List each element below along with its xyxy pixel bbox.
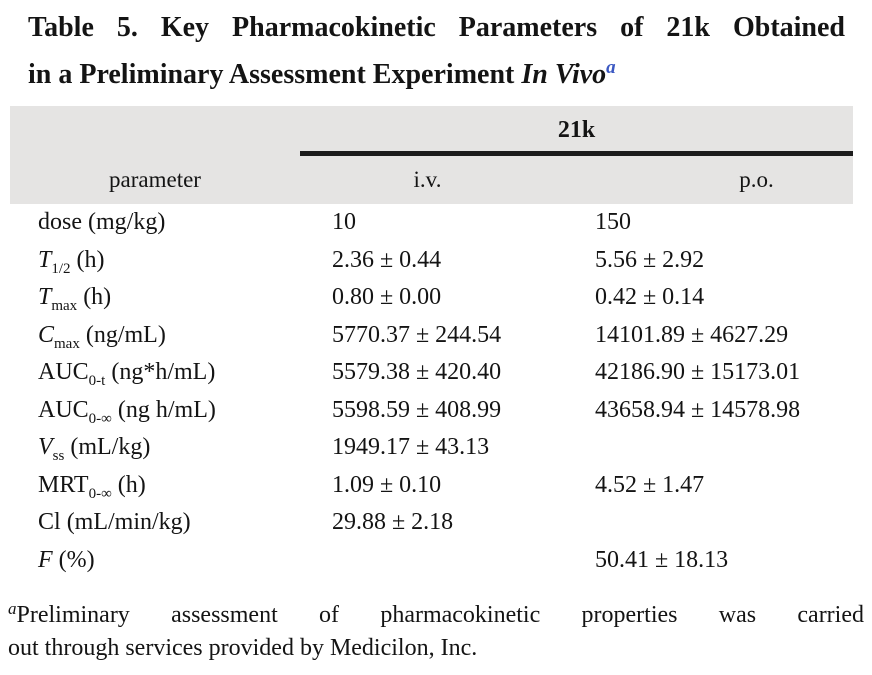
iv-value-cell: 1.09 ± 0.10: [332, 471, 442, 498]
iv-value-cell: 5598.59 ± 408.99: [332, 396, 502, 423]
footnote-line2: out through services provided by Medicil…: [8, 635, 478, 661]
po-value-cell: 43658.94 ± 14578.98: [595, 396, 801, 423]
spanner-rule: [300, 151, 853, 156]
parameter-unit: (mg/kg): [82, 209, 166, 235]
caption-line2-text: in a Preliminary Assessment Experiment: [28, 59, 522, 90]
parameter-name: F: [38, 546, 53, 573]
table-footnote: aPreliminary assessment of pharmacokinet…: [8, 592, 864, 665]
iv-value-cell: 0.80 ± 0.00: [332, 284, 442, 310]
table-row: MRT0-∞ (h) 1.09 ± 0.10 4.52 ± 1.47: [10, 467, 853, 505]
iv-value-cell: 10: [332, 209, 356, 235]
iv-value-cell: 5579.38 ± 420.40: [332, 359, 502, 385]
parameter-cell: Cl (mL/min/kg): [10, 504, 300, 545]
parameter-unit: (h): [77, 284, 112, 310]
parameter-unit: (mL/min/kg): [60, 509, 191, 535]
parameter-unit: (%): [52, 546, 95, 573]
column-header-parameter: parameter: [109, 167, 201, 192]
table-row: Vss (mL/kg) 1949.17 ± 43.13: [10, 429, 853, 467]
parameter-name: dose: [38, 209, 82, 235]
parameter-cell: F (%): [10, 542, 300, 583]
parameter-unit: (ng h/mL): [111, 396, 216, 423]
table-row: Cmax (ng/mL) 5770.37 ± 244.54 14101.89 ±…: [10, 317, 853, 355]
parameter-subscript: max: [51, 298, 78, 314]
po-value-cell: 50.41 ± 18.13: [595, 546, 729, 573]
caption-line1: Table 5. Key Pharmacokinetic Parameters …: [28, 12, 845, 43]
parameter-unit: (ng*h/mL): [105, 359, 216, 385]
table-row: AUC0-∞ (ng h/mL) 5598.59 ± 408.99 43658.…: [10, 392, 853, 430]
column-header-iv: i.v.: [413, 167, 442, 192]
iv-value-cell: [300, 542, 555, 583]
parameter-name: AUC: [38, 396, 89, 423]
pharmacokinetics-table: 21k parameter i.v. p.o. dose (mg/kg) 10 …: [10, 106, 853, 579]
column-header-po: p.o.: [739, 167, 774, 192]
caption-line2: in a Preliminary Assessment Experiment I…: [28, 48, 845, 95]
footnote-line1: aPreliminary assessment of pharmacokinet…: [8, 592, 864, 632]
po-value-cell: [555, 504, 853, 545]
parameter-name: C: [38, 321, 55, 348]
footnote-line1-text: Preliminary assessment of pharmacokineti…: [16, 602, 865, 628]
parameter-cell: Cmax (ng/mL): [10, 317, 300, 358]
parameter-cell: AUC0-t (ng*h/mL): [10, 354, 300, 395]
parameter-name: V: [38, 434, 53, 460]
po-value-cell: 4.52 ± 1.47: [595, 471, 705, 498]
parameter-cell: AUC0-∞ (ng h/mL): [10, 392, 300, 433]
parameter-cell: Tmax (h): [10, 279, 300, 320]
parameter-cell: MRT0-∞ (h): [10, 467, 300, 508]
table-header-band: 21k parameter i.v. p.o.: [10, 106, 853, 204]
footnote-marker: a: [8, 599, 17, 618]
parameter-name: MRT: [38, 471, 89, 498]
parameter-cell: dose (mg/kg): [10, 204, 300, 245]
parameter-subscript: 1/2: [51, 260, 71, 277]
table-row: T1/2 (h) 2.36 ± 0.44 5.56 ± 2.92: [10, 242, 853, 280]
table-caption: Table 5. Key Pharmacokinetic Parameters …: [28, 8, 845, 95]
parameter-unit: (mL/kg): [64, 434, 151, 460]
table-row: Cl (mL/min/kg) 29.88 ± 2.18: [10, 504, 853, 542]
po-value-cell: 0.42 ± 0.14: [595, 284, 705, 310]
iv-value-cell: 2.36 ± 0.44: [332, 246, 442, 273]
iv-value-cell: 1949.17 ± 43.13: [332, 434, 490, 460]
table-row: dose (mg/kg) 10 150: [10, 204, 853, 242]
table-row: AUC0-t (ng*h/mL) 5579.38 ± 420.40 42186.…: [10, 354, 853, 392]
caption-in-vivo: In Vivo: [521, 59, 607, 90]
po-value-cell: 14101.89 ± 4627.29: [595, 321, 789, 348]
parameter-subscript: 0-t: [88, 373, 106, 389]
parameter-subscript: max: [54, 335, 80, 352]
caption-footnote-superscript: a: [606, 57, 616, 78]
iv-value-cell: 5770.37 ± 244.54: [332, 321, 502, 348]
parameter-subscript: ss: [52, 448, 65, 464]
po-value-cell: [555, 429, 853, 470]
parameter-name: Cl: [38, 509, 61, 535]
table-row: Tmax (h) 0.80 ± 0.00 0.42 ± 0.14: [10, 279, 853, 317]
iv-value-cell: 29.88 ± 2.18: [332, 509, 454, 535]
parameter-cell: Vss (mL/kg): [10, 429, 300, 470]
parameter-subscript: 0-∞: [88, 410, 112, 427]
parameter-name: T: [38, 284, 52, 310]
parameter-unit: (h): [111, 471, 146, 498]
parameter-name: AUC: [38, 359, 89, 385]
parameter-name: T: [38, 246, 52, 273]
parameter-subscript: 0-∞: [88, 485, 112, 502]
table-body: dose (mg/kg) 10 150 T1/2 (h) 2.36 ± 0.44…: [10, 204, 853, 579]
parameter-unit: (ng/mL): [79, 321, 166, 348]
po-value-cell: 150: [595, 209, 631, 235]
table-row: F (%) 50.41 ± 18.13: [10, 542, 853, 580]
compound-group-header: 21k: [557, 117, 596, 143]
parameter-cell: T1/2 (h): [10, 242, 300, 283]
parameter-unit: (h): [70, 246, 105, 273]
po-value-cell: 42186.90 ± 15173.01: [595, 359, 801, 385]
po-value-cell: 5.56 ± 2.92: [595, 246, 705, 273]
